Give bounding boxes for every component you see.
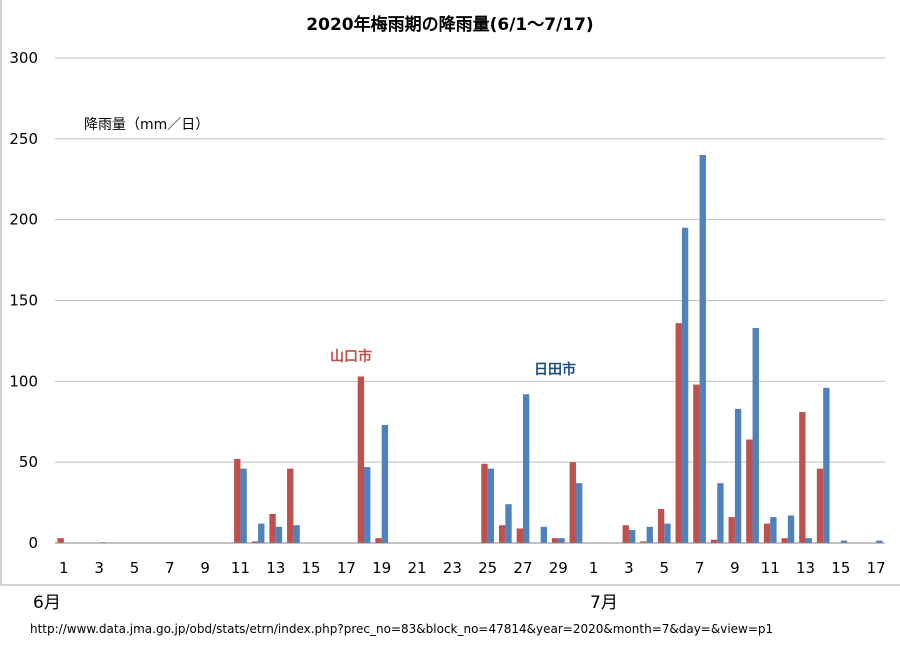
bar-hita-32 <box>628 530 636 543</box>
y-tick-label: 150 <box>9 292 38 310</box>
x-tick-label: 21 <box>407 559 426 577</box>
bar-hita-10 <box>240 468 247 543</box>
bar-hita-35 <box>681 227 689 543</box>
x-tick-label: 5 <box>130 559 140 577</box>
x-tick-label: 3 <box>94 559 104 577</box>
source-url: http://www.data.jma.go.jp/obd/stats/etrn… <box>30 622 774 636</box>
y-tick-label: 200 <box>9 211 38 229</box>
bar-yamaguchi-0 <box>57 538 64 543</box>
bar-hita-33 <box>646 526 653 543</box>
y-axis-unit-label: 降雨量（mm／日） <box>84 117 209 133</box>
bar-hita-24 <box>487 468 495 543</box>
x-tick-label: 15 <box>831 559 850 577</box>
bar-hita-25 <box>505 504 512 543</box>
bar-yamaguchi-35 <box>675 323 682 543</box>
x-tick-label: 7 <box>165 559 175 577</box>
bar-hita-13 <box>293 525 300 543</box>
bar-yamaguchi-38 <box>728 517 735 543</box>
bar-hita-39 <box>752 327 759 543</box>
x-tick-label: 27 <box>513 559 532 577</box>
bar-yamaguchi-25 <box>498 525 506 543</box>
bar-yamaguchi-26 <box>516 528 523 543</box>
bar-yamaguchi-37 <box>710 539 718 543</box>
y-tick-label: 250 <box>9 130 38 148</box>
x-tick-label: 1 <box>589 559 599 577</box>
bar-yamaguchi-10 <box>234 458 241 543</box>
bar-hita-36 <box>699 155 706 543</box>
x-tick-label: 9 <box>200 559 210 577</box>
bar-yamaguchi-41 <box>781 538 788 543</box>
bar-hita-43 <box>823 387 830 543</box>
month-label-july: 7月 <box>590 593 618 613</box>
x-tick-label: 11 <box>761 559 780 577</box>
x-axis-ticks: 1 3 5 7 9 11 13 15 17 19 21 23 25 27 29 1 3 5 7 9 11 13 15 17 <box>59 559 886 577</box>
bar-hita-18 <box>381 424 389 543</box>
x-tick-label: 9 <box>730 559 740 577</box>
bar-yamaguchi-43 <box>816 468 824 543</box>
bar-yamaguchi-11 <box>251 541 259 543</box>
bar-yamaguchi-13 <box>287 468 294 543</box>
y-axis-ticks: 0 50 100 150 200 250 300 <box>9 49 38 552</box>
bar-hita-28 <box>558 538 565 543</box>
bar-yamaguchi-42 <box>799 412 806 543</box>
x-tick-label: 3 <box>624 559 634 577</box>
y-tick-label: 50 <box>19 453 38 471</box>
y-tick-label: 0 <box>28 534 38 552</box>
bar-yamaguchi-34 <box>657 509 665 543</box>
bar-hita-40 <box>770 517 777 543</box>
bar-yamaguchi-12 <box>269 513 276 543</box>
gridlines <box>55 57 885 463</box>
bar-yamaguchi-33 <box>640 541 647 543</box>
y-tick-label: 300 <box>9 49 38 67</box>
bars <box>57 155 883 543</box>
x-tick-label: 1 <box>59 559 69 577</box>
x-tick-label: 15 <box>302 559 321 577</box>
series-label-hita: 日田市 <box>534 361 576 378</box>
x-tick-label: 23 <box>443 559 462 577</box>
x-tick-label: 5 <box>659 559 669 577</box>
bar-yamaguchi-24 <box>481 463 488 543</box>
chart-title: 2020年梅雨期の降雨量(6/1～7/17) <box>306 14 593 35</box>
x-tick-label: 17 <box>337 559 356 577</box>
bar-yamaguchi-17 <box>357 376 365 543</box>
bar-yamaguchi-32 <box>622 525 629 543</box>
bar-hita-12 <box>275 526 283 543</box>
x-tick-label: 11 <box>231 559 250 577</box>
bar-yamaguchi-39 <box>746 439 753 543</box>
x-tick-label: 29 <box>549 559 568 577</box>
bar-hita-27 <box>540 526 547 543</box>
x-tick-label: 13 <box>266 559 285 577</box>
bar-yamaguchi-36 <box>693 384 700 543</box>
month-label-june: 6月 <box>33 593 61 613</box>
bar-hita-11 <box>258 523 265 543</box>
x-tick-label: 13 <box>796 559 815 577</box>
bar-hita-44 <box>840 540 848 543</box>
x-tick-label: 17 <box>867 559 886 577</box>
x-tick-label: 7 <box>695 559 705 577</box>
bar-hita-46 <box>876 540 883 543</box>
bar-hita-17 <box>364 467 371 543</box>
bar-yamaguchi-18 <box>375 538 382 543</box>
bar-yamaguchi-29 <box>569 462 576 543</box>
bar-hita-42 <box>805 538 812 543</box>
bar-hita-38 <box>734 408 742 543</box>
y-tick-label: 100 <box>9 372 38 390</box>
bar-yamaguchi-40 <box>763 523 771 543</box>
bar-yamaguchi-28 <box>551 538 559 543</box>
bar-hita-29 <box>575 483 583 543</box>
bar-hita-26 <box>522 394 530 543</box>
bar-hita-34 <box>664 523 671 543</box>
x-tick-label: 25 <box>478 559 497 577</box>
bar-hita-37 <box>717 483 724 543</box>
bar-hita-41 <box>787 515 795 543</box>
series-label-yamaguchi: 山口市 <box>330 348 372 365</box>
x-tick-label: 19 <box>372 559 391 577</box>
